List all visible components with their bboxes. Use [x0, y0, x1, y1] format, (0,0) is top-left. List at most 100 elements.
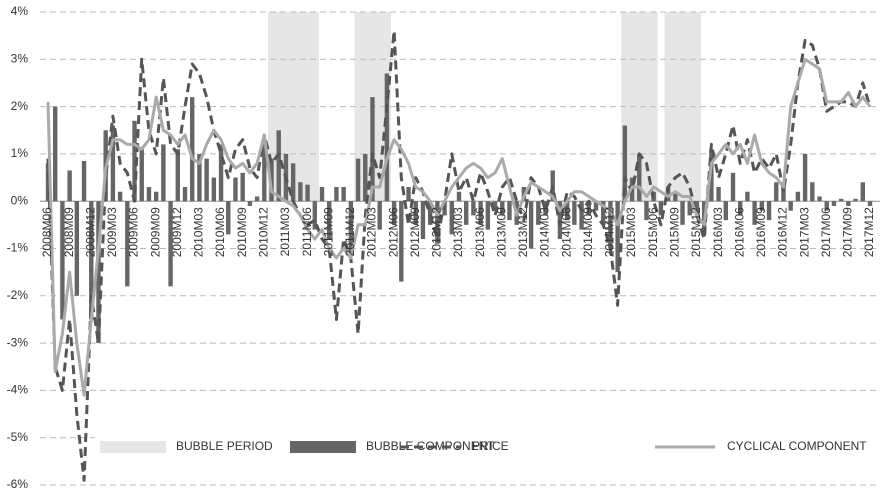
y-tick-label: -2% — [7, 288, 29, 302]
bar — [60, 201, 65, 320]
bar — [175, 149, 180, 202]
x-tick-label: 2009M06 — [127, 207, 141, 257]
bar — [730, 172, 736, 202]
x-tick-label: 2015M03 — [624, 207, 638, 257]
bar — [334, 187, 339, 202]
x-tick-label: 2016M12 — [776, 207, 790, 257]
bar — [146, 187, 152, 202]
bar — [593, 201, 599, 211]
bar — [319, 187, 325, 202]
bar — [810, 182, 815, 202]
bar — [262, 144, 267, 202]
bar — [298, 182, 303, 202]
bar — [384, 73, 390, 202]
legend-label: BUBBLE PERIOD — [176, 439, 273, 453]
bar — [341, 187, 346, 202]
bar — [665, 187, 671, 202]
bar — [182, 187, 188, 202]
bar — [348, 201, 354, 254]
bar — [427, 201, 433, 225]
bar — [197, 153, 202, 202]
x-tick-label: 2011M12 — [343, 207, 357, 256]
x-tick-label: 2009M03 — [105, 207, 119, 257]
x-tick-label: 2010M12 — [256, 207, 270, 257]
x-tick-label: 2015M09 — [667, 207, 681, 257]
bar — [81, 160, 87, 202]
bar — [788, 201, 793, 211]
x-tick-label: 2008M06 — [40, 207, 54, 257]
x-tick-label: 2014M12 — [603, 207, 617, 257]
x-tick-label: 2017M03 — [797, 207, 811, 257]
bar — [240, 172, 245, 202]
bar — [622, 125, 628, 202]
y-tick-label: -4% — [7, 383, 29, 397]
bar — [471, 201, 476, 216]
bar — [752, 201, 757, 225]
bar — [391, 201, 397, 225]
legend-label: CYCLICAL COMPONENT — [727, 439, 867, 453]
bar — [572, 201, 577, 225]
bar — [867, 201, 873, 206]
x-tick-label: 2012M06 — [386, 207, 400, 257]
bar — [853, 198, 858, 202]
bubble-period — [693, 12, 702, 202]
bar — [153, 191, 159, 202]
bar — [204, 158, 209, 202]
bar — [161, 144, 166, 202]
bar — [355, 158, 361, 202]
bar — [67, 170, 72, 202]
x-tick-label: 2010M06 — [213, 207, 227, 257]
bar — [312, 201, 317, 230]
bar — [774, 182, 779, 202]
bar — [781, 187, 786, 202]
bar — [564, 201, 570, 221]
bar — [363, 153, 368, 202]
bar — [269, 158, 274, 202]
bar — [601, 201, 606, 225]
bar — [831, 201, 837, 206]
x-tick-label: 2010M09 — [235, 207, 249, 257]
bar — [579, 201, 584, 230]
bar — [168, 201, 173, 287]
bar — [290, 163, 296, 202]
bar — [543, 201, 548, 216]
x-tick-label: 2016M06 — [732, 207, 746, 257]
bar — [536, 201, 541, 225]
lines — [46, 29, 872, 482]
y-tick-label: 0% — [11, 193, 29, 207]
x-tick-label: 2017M06 — [819, 207, 833, 257]
y-tick-label: -6% — [7, 477, 29, 491]
bar — [96, 201, 101, 344]
x-tick-label: 2010M03 — [192, 207, 206, 257]
bar — [838, 198, 844, 202]
bar — [327, 201, 332, 240]
bar — [276, 130, 281, 202]
bubble-period — [664, 12, 673, 202]
bar — [658, 201, 664, 216]
bar — [413, 201, 418, 225]
x-tick-label: 2014M03 — [538, 207, 552, 257]
bar — [45, 163, 51, 202]
bar — [608, 201, 613, 249]
x-tick-label: 2011M06 — [300, 207, 314, 256]
x-tick-label: 2008M12 — [83, 207, 97, 257]
y-tick-label: -5% — [7, 430, 29, 444]
bar — [420, 201, 426, 240]
bubble-period — [354, 12, 363, 202]
bar — [377, 201, 382, 230]
bar — [211, 177, 217, 202]
legend-swatch — [290, 441, 356, 453]
bar — [478, 201, 483, 225]
x-tick-label: 2013M03 — [451, 207, 465, 257]
bar — [716, 187, 721, 202]
bar — [687, 201, 692, 216]
bar — [673, 191, 678, 202]
bar — [766, 201, 772, 221]
bar — [738, 201, 743, 216]
bar — [817, 196, 822, 202]
bar — [500, 201, 505, 216]
bar — [485, 201, 491, 230]
x-tick-label: 2016M09 — [754, 207, 768, 257]
bar — [860, 182, 865, 202]
